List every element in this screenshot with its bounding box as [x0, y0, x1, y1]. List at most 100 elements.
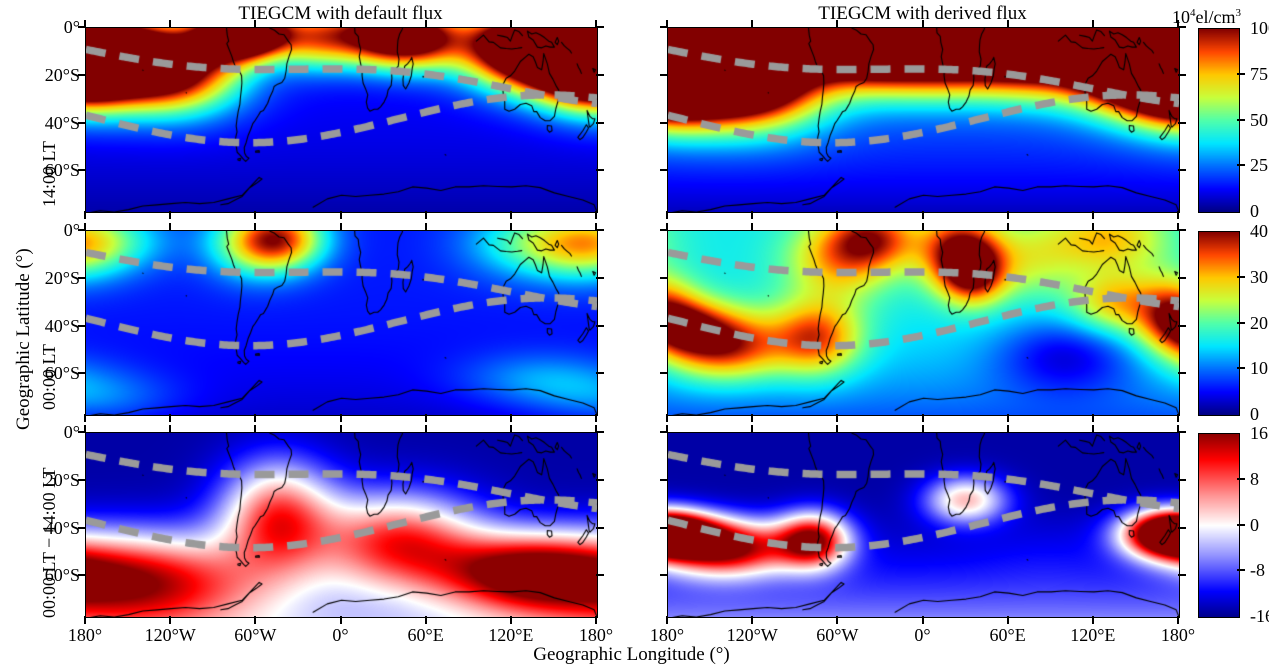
colorbar-tick-label: 50	[1250, 109, 1268, 130]
map-panel-0000lt-derived[interactable]	[667, 230, 1180, 416]
x-tick-mark	[339, 20, 342, 28]
y-tick-mark	[1178, 478, 1186, 481]
colorbar-0000lt[interactable]	[1198, 231, 1240, 416]
colorbar-tick-mark	[1237, 164, 1245, 167]
x-tick-mark	[666, 211, 668, 219]
colorbar-tick-label: 100	[1250, 18, 1269, 38]
y-tick-label: 40°S	[44, 517, 80, 538]
x-tick-mark	[84, 20, 86, 28]
y-tick-mark	[660, 431, 668, 433]
x-tick-mark	[1006, 616, 1009, 624]
colorbar-tick-label: 20	[1250, 312, 1268, 333]
x-tick-mark	[254, 616, 257, 624]
x-tick-mark	[84, 414, 86, 422]
y-tick-mark	[660, 324, 668, 327]
y-tick-mark	[1178, 276, 1186, 279]
colorbar-1400lt[interactable]	[1198, 28, 1240, 213]
x-tick-mark	[254, 425, 257, 433]
colorbar-tick-mark	[1237, 477, 1245, 480]
x-tick-mark	[836, 211, 839, 219]
x-tick-mark	[595, 414, 597, 422]
map-panel-difference-derived[interactable]	[667, 432, 1180, 618]
x-tick-mark	[666, 616, 668, 624]
x-tick-mark	[84, 616, 86, 624]
x-tick-mark	[666, 20, 668, 28]
y-tick-mark	[78, 431, 86, 433]
unit-mantissa: 10	[1172, 7, 1190, 27]
x-tick-mark	[1091, 425, 1094, 433]
y-tick-mark	[78, 73, 86, 76]
y-tick-label: 60°S	[44, 363, 80, 384]
map-panel-0000lt-default[interactable]	[85, 230, 598, 416]
y-tick-mark	[660, 478, 668, 481]
x-tick-label: 0°	[332, 625, 349, 645]
map-panel-1400lt-derived[interactable]	[667, 27, 1180, 213]
map-panel-difference-default[interactable]	[85, 432, 598, 618]
y-tick-mark	[1178, 324, 1186, 327]
y-tick-mark	[596, 121, 604, 124]
x-tick-mark	[509, 223, 512, 231]
x-tick-mark	[84, 425, 86, 433]
y-tick-mark	[1178, 26, 1186, 28]
y-tick-mark	[78, 324, 86, 327]
colorbar-tick-label: 0	[1250, 404, 1259, 424]
colorbar-tick-label: 10	[1250, 358, 1268, 379]
y-tick-label: 60°S	[44, 160, 80, 181]
colorbar-difference[interactable]	[1198, 433, 1240, 618]
x-tick-label: 60°W	[816, 625, 859, 645]
x-tick-mark	[751, 20, 754, 28]
x-tick-mark	[1006, 211, 1009, 219]
colorbar-tick-label: 40	[1250, 221, 1268, 241]
x-tick-mark	[1006, 223, 1009, 231]
x-tick-mark	[169, 211, 172, 219]
x-tick-mark	[1177, 414, 1179, 422]
x-tick-label: 180°	[67, 625, 103, 645]
x-tick-mark	[1091, 616, 1094, 624]
x-tick-mark	[751, 414, 754, 422]
y-tick-label: 20°S	[44, 64, 80, 85]
unit-exponent: 4	[1190, 7, 1196, 19]
y-tick-mark	[78, 26, 86, 28]
y-tick-mark	[660, 169, 668, 172]
x-tick-mark	[1177, 20, 1179, 28]
x-tick-mark	[751, 616, 754, 624]
x-tick-mark	[666, 414, 668, 422]
unit-rest: el/cm	[1195, 7, 1236, 27]
x-tick-mark	[1177, 211, 1179, 219]
x-tick-mark	[595, 616, 597, 624]
y-tick-mark	[1178, 73, 1186, 76]
x-tick-mark	[169, 223, 172, 231]
y-tick-mark	[596, 276, 604, 279]
x-tick-mark	[595, 20, 597, 28]
map-panel-1400lt-default[interactable]	[85, 27, 598, 213]
x-tick-label: 0°	[914, 625, 931, 645]
x-tick-mark	[1091, 20, 1094, 28]
x-axis-title: Geographic Longitude (°)	[533, 644, 730, 665]
x-tick-mark	[666, 223, 668, 231]
x-tick-mark	[751, 425, 754, 433]
y-tick-mark	[596, 526, 604, 529]
x-tick-label: 60°W	[234, 625, 277, 645]
x-tick-mark	[1177, 223, 1179, 231]
y-tick-mark	[596, 324, 604, 327]
x-tick-label: 60°E	[407, 625, 444, 645]
x-tick-mark	[254, 223, 257, 231]
x-tick-mark	[509, 616, 512, 624]
colorbar-unit-label: 104el/cm3	[1172, 4, 1241, 26]
y-tick-mark	[596, 229, 604, 231]
y-tick-label: 60°S	[44, 565, 80, 586]
x-tick-mark	[921, 414, 924, 422]
y-tick-mark	[1178, 229, 1186, 231]
y-tick-mark	[660, 574, 668, 577]
x-tick-label: 120°E	[1070, 625, 1116, 645]
x-tick-label: 120°E	[488, 625, 534, 645]
x-tick-mark	[84, 211, 86, 219]
x-tick-mark	[339, 616, 342, 624]
x-tick-mark	[1091, 414, 1094, 422]
y-tick-mark	[596, 478, 604, 481]
x-tick-mark	[595, 425, 597, 433]
y-tick-mark	[596, 169, 604, 172]
y-tick-mark	[1178, 526, 1186, 529]
row-label-difference: 00:00 LT − 14:00 LT	[39, 467, 59, 618]
